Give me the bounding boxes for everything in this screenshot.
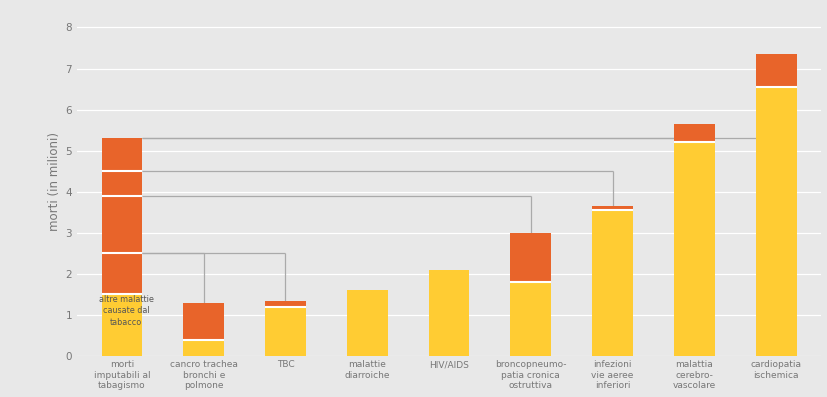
Bar — [509, 282, 551, 356]
Bar — [591, 206, 632, 210]
Bar — [755, 87, 796, 356]
Bar — [673, 143, 714, 356]
Text: altre malattie
causate dal
tabacco: altre malattie causate dal tabacco — [98, 295, 153, 326]
Bar — [183, 340, 224, 356]
Bar — [102, 295, 142, 356]
Bar — [265, 301, 305, 307]
Bar — [265, 307, 305, 356]
Bar — [183, 303, 224, 340]
Bar — [591, 210, 632, 356]
Y-axis label: morti (in milioni): morti (in milioni) — [48, 132, 61, 231]
Bar — [102, 139, 142, 295]
Bar — [509, 233, 551, 282]
Bar — [428, 270, 469, 356]
Bar — [347, 290, 387, 356]
Bar — [755, 54, 796, 87]
Bar — [673, 124, 714, 143]
